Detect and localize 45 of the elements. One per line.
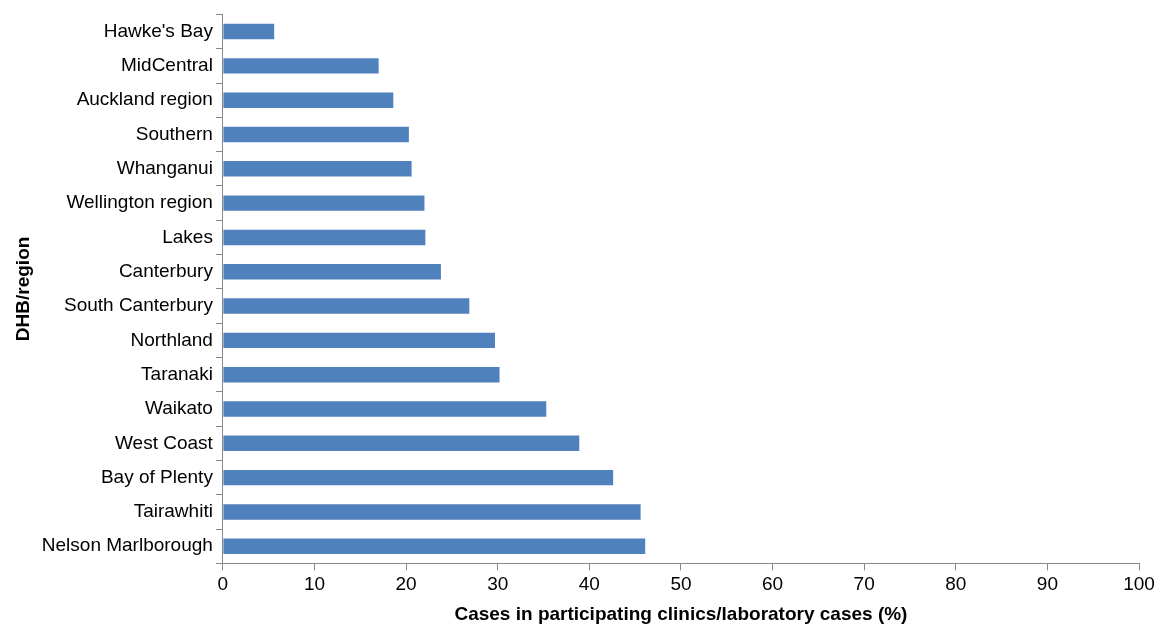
y-tick-label: Wellington region [66, 191, 213, 213]
y-tick-label: MidCentral [121, 54, 213, 76]
bar [223, 195, 425, 211]
x-tick-label: 10 [303, 573, 326, 595]
y-tick-label: Lakes [162, 225, 213, 247]
y-tick-label: Nelson Marlborough [41, 534, 213, 556]
bar [223, 264, 441, 280]
y-tick-label: Auckland region [76, 88, 213, 110]
bar [223, 366, 500, 383]
y-tick-label: Canterbury [118, 259, 214, 281]
bar [223, 298, 470, 314]
bar [223, 161, 412, 177]
y-tick-label: Waikato [144, 397, 213, 419]
bar [223, 401, 547, 417]
bar [223, 23, 275, 40]
x-tick-label: 50 [670, 573, 692, 595]
bar [223, 58, 379, 74]
bar [223, 229, 426, 246]
bar [223, 435, 580, 452]
y-tick-label: Bay of Plenty [100, 465, 214, 487]
x-tick-label: 60 [761, 573, 784, 595]
y-tick-label: South Canterbury [63, 294, 214, 316]
bar [223, 126, 409, 143]
y-tick-label: Southern [135, 122, 213, 144]
bar [223, 92, 394, 108]
x-tick-label: 70 [853, 573, 875, 595]
bar [223, 332, 495, 349]
y-tick-label: Hawke's Bay [103, 19, 214, 41]
y-tick-label: West Coast [115, 431, 214, 453]
x-axis-title: Cases in participating clinics/laboratory cases (%) [454, 602, 908, 624]
x-tick-label: 100 [1123, 573, 1155, 595]
y-tick-label: Northland [130, 328, 213, 350]
y-tick-label: Taranaki [141, 362, 213, 384]
x-tick-label: 40 [578, 573, 600, 595]
x-tick-label: 90 [1036, 573, 1058, 595]
x-tick-label: 30 [487, 573, 509, 595]
x-tick-label: 80 [945, 573, 967, 595]
bar [223, 469, 614, 486]
bar [223, 538, 646, 554]
x-tick-label: 20 [395, 573, 417, 595]
y-tick-label: Tairawhiti [133, 500, 213, 522]
y-axis-title: DHB/region [11, 236, 33, 342]
y-tick-label: Whanganui [116, 157, 213, 179]
x-tick-label: 0 [217, 573, 229, 595]
bar [223, 504, 641, 520]
